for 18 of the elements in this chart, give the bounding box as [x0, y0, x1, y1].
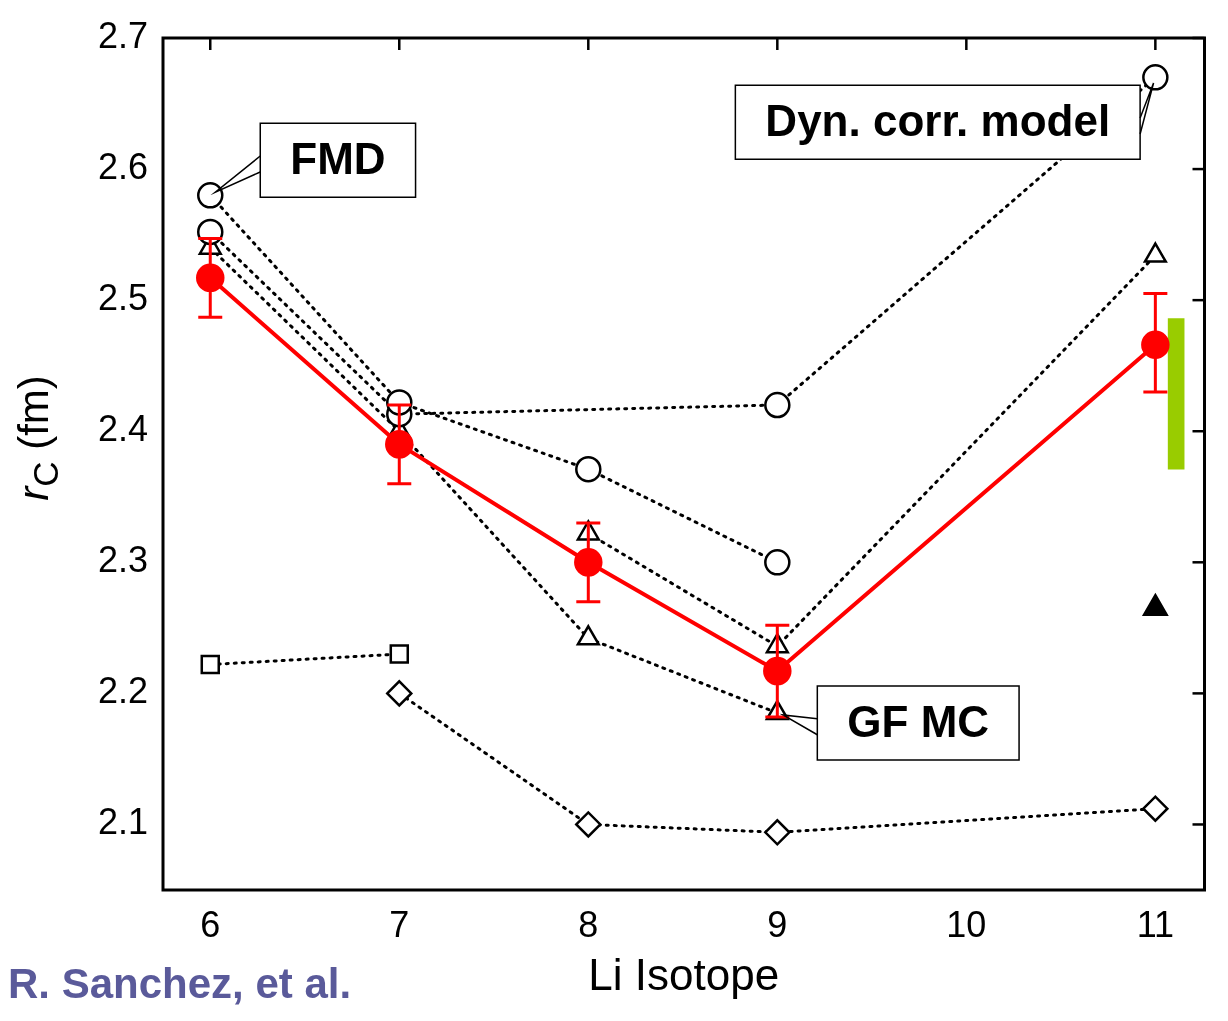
x-tick-label: 7: [389, 903, 410, 945]
y-tick-label: 2.6: [97, 146, 148, 187]
annotation: FMD: [290, 134, 386, 184]
x-tick-label: 10: [946, 903, 987, 945]
y-tick-label: 2.3: [97, 539, 148, 581]
y-tick-label: 2.1: [97, 801, 148, 843]
x-tick-label: 8: [578, 903, 599, 945]
x-tick-label: 11: [1136, 903, 1175, 945]
annotation: Dyn. corr. model: [765, 96, 1111, 146]
text: R. Sanchez, et al.: [8, 960, 352, 1008]
y-tick-label: 2.2: [97, 670, 148, 712]
y-tick-label: 2.5: [97, 277, 148, 319]
x-tick-label: 9: [767, 903, 788, 945]
y-tick-label: 2.4: [97, 408, 148, 450]
x-tick-label: 6: [200, 903, 221, 945]
y-tick-label: 2.7: [97, 14, 148, 56]
annotation: GF MC: [847, 697, 990, 747]
x-axis-title: Li Isotope: [588, 949, 780, 999]
